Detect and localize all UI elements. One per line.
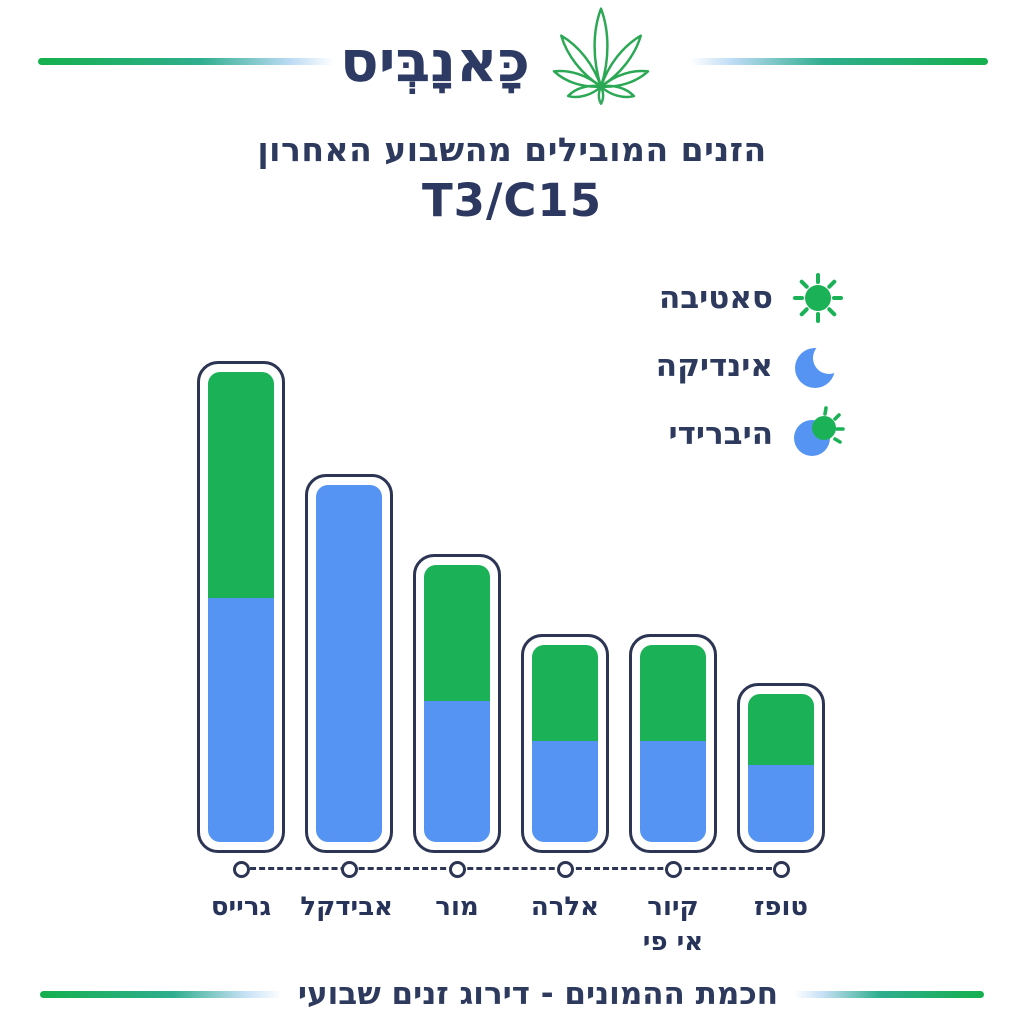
bar-outline <box>413 554 501 853</box>
bar-fill <box>316 485 382 842</box>
bar-fill <box>748 694 814 842</box>
axis-dot-column <box>305 861 393 878</box>
axis-dot-column <box>521 861 609 878</box>
bar-fill <box>640 645 706 842</box>
logo-text: כָּאנָבְּיס <box>340 28 530 95</box>
axis-dot <box>448 861 466 878</box>
logo: כָּאנָבְּיס <box>340 0 670 120</box>
x-axis-dots <box>197 861 825 878</box>
moon-icon <box>795 341 845 388</box>
axis-dot-column <box>629 861 717 878</box>
title-block: הזנים המובילים מהשבוע האחרון T3/C15 <box>0 130 1024 227</box>
axis-dot <box>340 861 358 878</box>
bar-sativa-segment <box>532 645 598 741</box>
cannabis-leaf-icon <box>552 7 650 105</box>
bar-sativa-segment <box>640 645 706 741</box>
header-accent-line-left <box>38 58 334 65</box>
category-label: מור <box>435 892 479 922</box>
category-labels-row: גרייס אבידקל מור אלרה קיור אי פי טופז <box>197 890 825 960</box>
bar-chart: גרייס אבידקל מור אלרה קיור אי פי טופז <box>197 353 825 960</box>
category-label: אבידקל <box>300 892 393 922</box>
bar-indica-segment <box>208 598 274 842</box>
header-accent-line-right <box>690 58 988 65</box>
bar-outline <box>629 634 717 853</box>
bar-indica-segment <box>424 701 490 842</box>
bars-row <box>197 353 825 853</box>
sun-icon <box>793 272 843 323</box>
bar-outline <box>737 683 825 853</box>
bar-outline <box>305 474 393 853</box>
footer-text: חכמת ההמונים - דירוג זנים שבועי <box>297 976 779 1012</box>
bar-indica-segment <box>316 485 382 842</box>
axis-dot <box>664 861 682 878</box>
legend-label-indica: אינדיקה <box>655 347 773 384</box>
chart-title: הזנים המובילים מהשבוע האחרון <box>257 130 767 169</box>
bar-indica-segment <box>640 741 706 842</box>
axis-dot <box>232 861 250 878</box>
category-label: טופז <box>753 892 809 922</box>
category-label: קיור אי פי <box>642 892 704 958</box>
category-label: גרייס <box>210 892 272 922</box>
bar-outline <box>521 634 609 853</box>
axis-dot-column <box>413 861 501 878</box>
legend-item-indica: אינדיקה <box>656 338 846 393</box>
bar-indica-segment <box>748 764 814 842</box>
category-label: אלרה <box>530 892 600 922</box>
axis-dot-column <box>737 861 825 878</box>
axis-dot <box>556 861 574 878</box>
axis-dot-column <box>197 861 285 878</box>
legend: סאטיבה אינדיקה <box>656 270 846 461</box>
bar-outline <box>197 361 285 853</box>
legend-item-sativa: סאטיבה <box>659 270 846 325</box>
footer-accent-line-right <box>794 990 985 998</box>
bar-fill <box>424 565 490 842</box>
hybrid-sun-moon-icon <box>794 405 845 456</box>
bar-indica-segment <box>532 741 598 842</box>
bar-sativa-segment <box>424 565 490 701</box>
legend-item-hybrid: היברידי <box>668 405 846 461</box>
footer: חכמת ההמונים - דירוג זנים שבועי <box>0 970 1024 1018</box>
x-axis-dashed-line <box>241 867 781 870</box>
axis-dot <box>772 861 790 878</box>
legend-label-hybrid: היברידי <box>668 415 773 452</box>
x-axis <box>197 861 825 878</box>
legend-label-sativa: סאטיבה <box>658 279 773 316</box>
bar-fill <box>208 372 274 842</box>
footer-accent-line-left <box>39 990 282 998</box>
bar-sativa-segment <box>748 694 814 765</box>
bar-sativa-segment <box>208 372 274 598</box>
bar-fill <box>532 645 598 842</box>
chart-subtitle: T3/C15 <box>421 174 603 227</box>
